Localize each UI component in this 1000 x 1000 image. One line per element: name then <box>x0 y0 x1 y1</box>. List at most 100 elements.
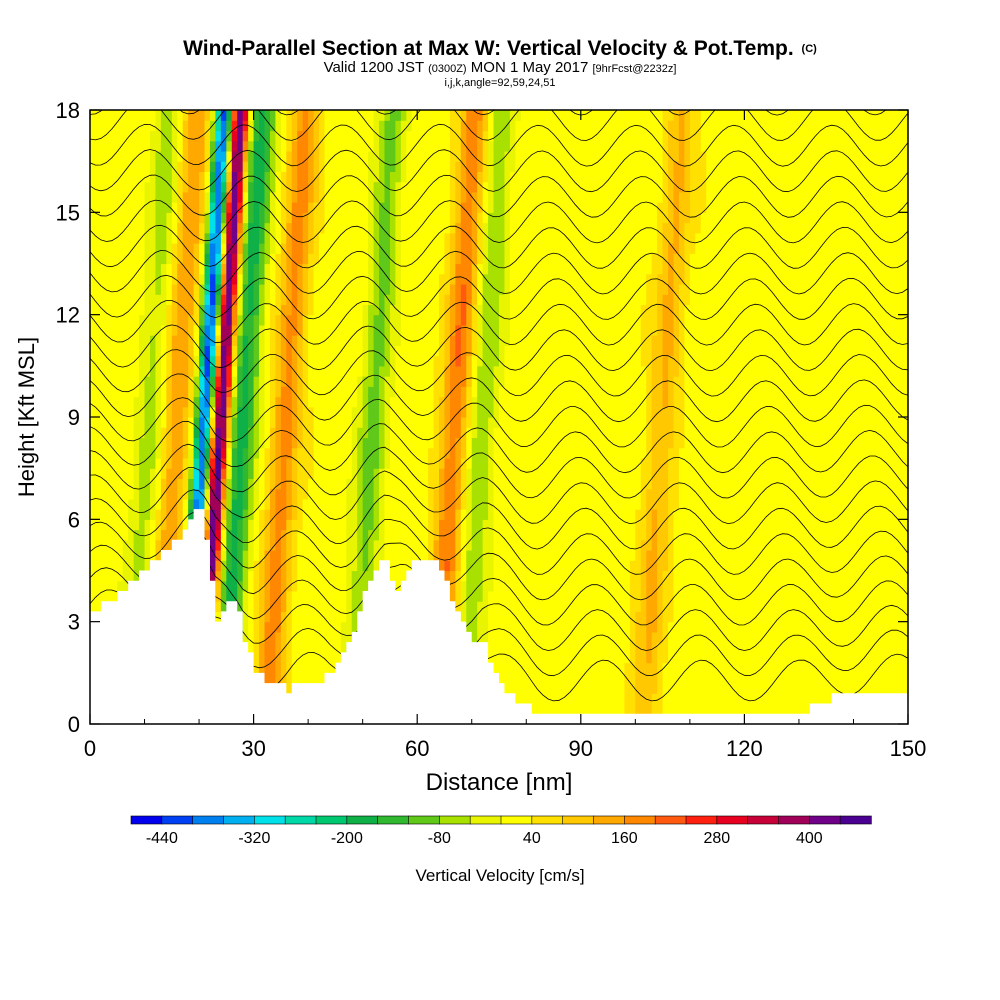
velocity-cell <box>537 570 544 582</box>
velocity-cell <box>499 202 506 213</box>
velocity-cell <box>215 417 222 428</box>
velocity-cell <box>297 406 304 418</box>
velocity-cell <box>504 140 511 152</box>
velocity-cell <box>209 509 217 520</box>
velocity-cell <box>237 283 244 295</box>
velocity-cell <box>286 314 293 326</box>
velocity-cell <box>297 345 304 357</box>
velocity-cell <box>220 232 227 244</box>
velocity-cell <box>302 283 309 295</box>
velocity-cell <box>411 263 418 275</box>
velocity-cell <box>493 560 500 572</box>
velocity-cell <box>433 212 440 224</box>
velocity-cell <box>351 396 358 408</box>
velocity-cell <box>411 243 418 254</box>
velocity-cell <box>204 355 211 367</box>
velocity-cell <box>531 345 538 357</box>
velocity-cell <box>531 243 538 254</box>
velocity-cell <box>455 222 462 234</box>
velocity-cell <box>253 243 260 254</box>
velocity-cell <box>379 509 386 520</box>
velocity-cell <box>117 202 124 213</box>
velocity-cell <box>400 273 407 285</box>
velocity-cell <box>188 120 195 132</box>
velocity-cell <box>509 683 516 694</box>
velocity-cell <box>395 376 402 387</box>
velocity-cell <box>308 447 315 459</box>
velocity-cell <box>537 539 544 551</box>
velocity-cell <box>149 335 157 346</box>
velocity-cell <box>269 509 277 520</box>
velocity-cell <box>237 345 244 357</box>
velocity-cell <box>373 488 380 500</box>
velocity-cell <box>319 232 326 244</box>
velocity-cell <box>286 110 293 121</box>
velocity-cell <box>471 570 478 582</box>
velocity-cell <box>259 601 266 613</box>
velocity-cell <box>526 427 533 439</box>
velocity-cell <box>324 406 331 418</box>
velocity-cell <box>515 693 522 705</box>
velocity-cell <box>351 202 358 213</box>
velocity-cell <box>504 478 511 490</box>
velocity-cell <box>520 642 527 653</box>
velocity-cell <box>248 539 255 551</box>
velocity-cell <box>526 478 533 490</box>
velocity-cell <box>231 437 238 449</box>
velocity-cell <box>226 283 233 295</box>
velocity-cell <box>149 437 157 449</box>
velocity-cell <box>106 212 113 224</box>
velocity-cell <box>449 529 456 541</box>
velocity-cell <box>253 150 260 162</box>
velocity-cell <box>100 468 107 479</box>
velocity-cell <box>439 120 446 132</box>
velocity-cell <box>466 304 473 316</box>
velocity-cell <box>346 120 353 132</box>
velocity-cell <box>122 253 129 265</box>
velocity-cell <box>340 642 347 653</box>
velocity-cell <box>477 417 484 428</box>
velocity-cell <box>139 365 146 377</box>
velocity-cell <box>149 488 157 500</box>
velocity-cell <box>346 345 353 357</box>
velocity-cell <box>128 202 135 213</box>
velocity-cell <box>537 468 544 479</box>
velocity-cell <box>477 212 484 224</box>
velocity-cell <box>329 509 336 520</box>
velocity-cell <box>379 376 386 387</box>
velocity-cell <box>149 447 157 459</box>
velocity-cell <box>166 519 173 531</box>
velocity-cell <box>526 457 533 469</box>
velocity-cell <box>340 396 347 408</box>
velocity-cell <box>166 376 173 387</box>
velocity-cell <box>128 478 135 490</box>
velocity-cell <box>488 447 495 459</box>
velocity-cell <box>531 683 538 694</box>
velocity-cell <box>280 283 287 295</box>
velocity-cell <box>368 304 375 316</box>
velocity-cell <box>111 529 118 541</box>
velocity-cell <box>449 243 456 254</box>
velocity-cell <box>411 498 418 510</box>
velocity-cell <box>264 263 271 275</box>
velocity-cell <box>133 437 140 449</box>
velocity-cell <box>100 376 107 387</box>
velocity-cell <box>389 457 396 469</box>
velocity-cell <box>428 140 435 152</box>
velocity-cell <box>226 590 233 602</box>
velocity-cell <box>155 243 162 254</box>
velocity-cell <box>411 212 418 224</box>
velocity-cell <box>471 417 478 428</box>
velocity-cell <box>248 417 255 428</box>
velocity-cell <box>280 642 287 653</box>
velocity-cell <box>220 150 227 162</box>
velocity-cell <box>346 437 353 449</box>
velocity-cell <box>106 253 113 265</box>
velocity-cell <box>526 642 533 653</box>
velocity-cell <box>384 304 391 316</box>
velocity-cell <box>493 243 500 254</box>
velocity-cell <box>509 314 516 326</box>
velocity-cell <box>122 468 129 479</box>
velocity-cell <box>379 498 386 510</box>
velocity-cell <box>166 212 173 224</box>
